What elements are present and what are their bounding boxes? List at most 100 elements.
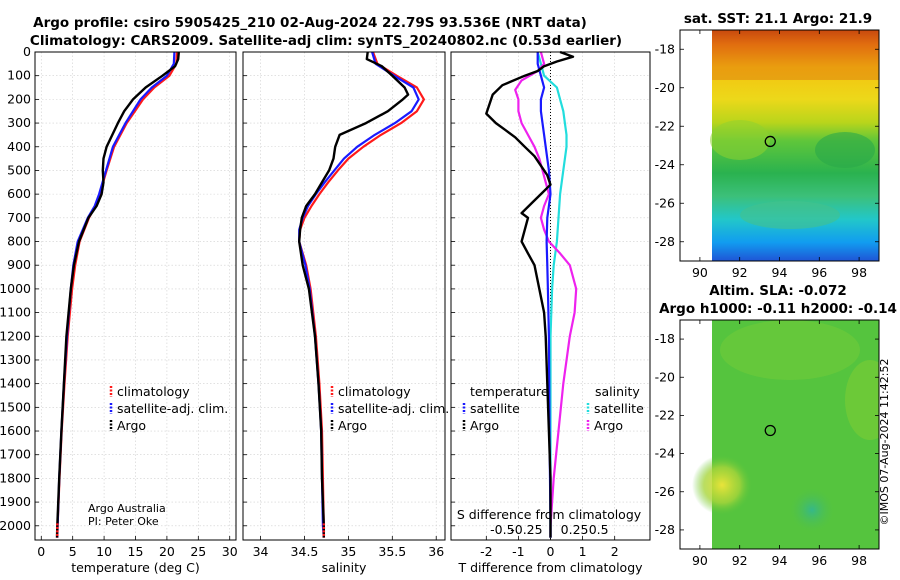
depth-tick-label: 300: [7, 115, 31, 130]
sla_map-y-tick-label: -26: [655, 484, 675, 499]
imos-timestamp: ©IMOS 07-Aug-2024 11:42:52: [878, 359, 891, 526]
depth-tick-label: 1300: [0, 352, 31, 367]
sst-map-field: [710, 30, 879, 261]
salinity-argo-difference-line: [514, 51, 578, 538]
sst-patch: [710, 120, 770, 160]
sst_map-x-tick-label: 94: [772, 265, 788, 280]
legend-label: satellite-adj. clim.: [117, 401, 228, 416]
legend-label: Argo: [470, 418, 499, 433]
legend-label: Argo: [338, 418, 367, 433]
title-line-1: Argo profile: csiro 5905425_210 02-Aug-2…: [33, 15, 587, 31]
depth-tick-label: 400: [7, 139, 31, 154]
sst_map-x-tick-label: 98: [851, 265, 867, 280]
differences-x-tick-label: -1: [512, 544, 524, 559]
depth-tick-label: 800: [7, 234, 31, 249]
sla_map-x-tick-label: 92: [732, 553, 748, 568]
sst_map-y-tick-label: -24: [655, 157, 675, 172]
depth-tick-label: 1600: [0, 423, 31, 438]
sla_map-y-tick-label: -22: [655, 407, 675, 422]
sla-patch: [692, 455, 752, 515]
sst_map-y-tick-label: -18: [655, 41, 675, 56]
depth-tick-label: 200: [7, 91, 31, 106]
temperature-x-tick-label: 5: [69, 544, 77, 559]
salinity-difference-axis-label: S difference from climatology: [457, 507, 642, 522]
salinity-x-tick-label: 34.5: [291, 544, 319, 559]
depth-tick-label: 100: [7, 68, 31, 83]
salinity-difference-tick-label: 0.25: [561, 522, 589, 537]
depth-tick-label: 700: [7, 210, 31, 225]
differences-x-tick-label: 1: [579, 544, 587, 559]
axes-frame: [34, 51, 237, 541]
profile-panels: 0100200300400500600700800900100011001200…: [0, 44, 651, 575]
sst_map-y-tick-label: -20: [655, 80, 675, 95]
sst_map-y-tick-label: -22: [655, 118, 675, 133]
sla_map-x-tick-label: 96: [811, 553, 827, 568]
axes-frame: [242, 51, 446, 541]
depth-tick-label: 0: [23, 44, 31, 59]
salinity-difference-tick-label: -0.25: [510, 522, 542, 537]
panel-temperature: 0100200300400500600700800900100011001200…: [0, 44, 238, 575]
depth-tick-label: 1500: [0, 399, 31, 414]
salinity-x-tick-label: 36: [428, 544, 444, 559]
sst-warm-patch: [712, 30, 879, 80]
sla_map-x-tick-label: 90: [692, 553, 708, 568]
title-line-2: Climatology: CARS2009. Satellite-adj cli…: [30, 33, 622, 49]
depth-tick-label: 1900: [0, 494, 31, 509]
sla-patch: [790, 488, 834, 532]
depth-tick-label: 1000: [0, 281, 31, 296]
sla-patch: [720, 320, 860, 380]
depth-tick-label: 1400: [0, 376, 31, 391]
sla_map-y-tick-label: -20: [655, 369, 675, 384]
temperature-x-tick-label: 15: [128, 544, 144, 559]
argo-float-marker: [764, 424, 776, 437]
depth-tick-label: 2000: [0, 518, 31, 533]
temperature-x-axis-label: temperature (deg C): [71, 560, 200, 575]
sla_map-y-tick-label: -24: [655, 446, 675, 461]
credit-pi: PI: Peter Oke: [88, 515, 159, 528]
legend-label: Argo: [594, 418, 623, 433]
salinity-x-tick-label: 35: [340, 544, 356, 559]
temperature-x-tick-label: 25: [190, 544, 206, 559]
legend-title-temperature: temperature: [470, 384, 549, 399]
legend-label: climatology: [338, 384, 411, 399]
legend-label: satellite-adj. clim.: [338, 401, 449, 416]
legend-label: satellite: [594, 401, 644, 416]
panel-salinity: 34 34.5 35 35.5 36 salinity climatology satelli…: [242, 51, 449, 575]
depth-tick-label: 600: [7, 186, 31, 201]
sla-map-field: [692, 320, 879, 549]
sst_map-x-tick-label: 90: [692, 265, 708, 280]
temperature-x-tick-label: 30: [222, 544, 238, 559]
salinity-difference-tick-label: -0.5: [490, 522, 514, 537]
depth-tick-label: 1800: [0, 470, 31, 485]
sla-patch: [845, 360, 879, 440]
map-panels: sat. SST: 21.1 Argo: 21.9 Altim. SLA: -0…: [655, 11, 897, 568]
sst_map-x-tick-label: 92: [732, 265, 748, 280]
sla_map-x-tick-label: 94: [772, 553, 788, 568]
sla_map-x-tick-label: 98: [851, 553, 867, 568]
legend-title-salinity: salinity: [595, 384, 640, 399]
differences-x-tick-label: 0: [547, 544, 555, 559]
salinity-satellite-difference-line: [536, 51, 568, 538]
salinity-difference-tick-label: 0.5: [589, 522, 609, 537]
sla-map-title-2: Argo h1000: -0.11 h2000: -0.14: [659, 301, 897, 317]
temperature-x-tick-label: 20: [159, 544, 175, 559]
sst-map-title: sat. SST: 21.1 Argo: 21.9: [684, 11, 872, 27]
legend-label: climatology: [117, 384, 190, 399]
temperature-plot-area: [35, 52, 236, 540]
sst_map-x-tick-label: 96: [811, 265, 827, 280]
depth-tick-label: 1700: [0, 447, 31, 462]
credit-organisation: Argo Australia: [88, 502, 166, 515]
temperature-argo-difference-line: [485, 50, 575, 538]
sst_map-axes: 90 92 94 96 98 -18 -20 -22 -24 -26 -28: [655, 30, 879, 280]
temperature-x-tick-label: 0: [37, 544, 45, 559]
sst_map-y-tick-label: -28: [655, 234, 675, 249]
temperature-argo-line: [55, 51, 180, 538]
temperature-x-tick-label: 10: [96, 544, 112, 559]
sst-patch: [740, 201, 840, 229]
salinity-argo-line: [298, 51, 410, 538]
differences-x-tick-label: -2: [480, 544, 492, 559]
legend-label: satellite: [470, 401, 520, 416]
legend-label: Argo: [117, 418, 146, 433]
argo-float-marker: [764, 135, 776, 148]
